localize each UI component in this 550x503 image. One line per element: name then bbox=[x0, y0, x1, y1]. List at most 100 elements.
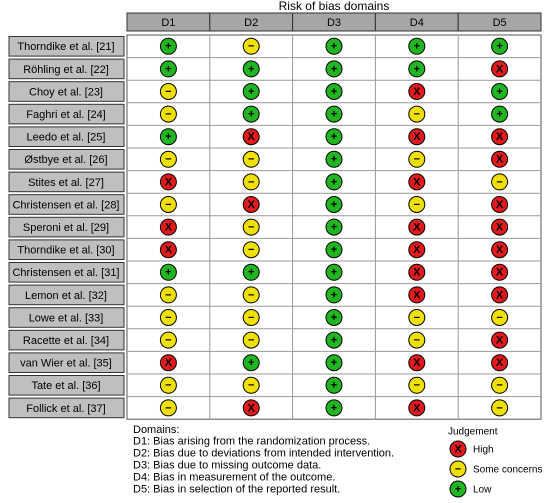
study-label: Follick et al. [37] bbox=[26, 403, 105, 415]
judgement-circle bbox=[449, 460, 467, 478]
judgement-symbol: X bbox=[496, 357, 504, 369]
judgement-symbol: X bbox=[496, 244, 504, 256]
judgement-symbol: − bbox=[455, 463, 461, 475]
judgement-symbol: X bbox=[496, 267, 504, 279]
judgement-symbol: X bbox=[496, 289, 504, 301]
judgement-symbol: + bbox=[331, 222, 337, 234]
legend-label: Some concerns bbox=[473, 465, 542, 476]
judgement-symbol: + bbox=[331, 335, 337, 347]
judgement-circle bbox=[408, 286, 426, 304]
judgement-symbol: X bbox=[496, 131, 504, 143]
judgement-symbol: − bbox=[165, 402, 171, 414]
judgement-symbol: X bbox=[248, 199, 256, 211]
judgement-symbol: X bbox=[248, 131, 256, 143]
study-label: Tate et al. [36] bbox=[31, 380, 100, 392]
column-header: D5 bbox=[493, 17, 507, 29]
judgement-circle bbox=[159, 173, 177, 191]
study-label-box bbox=[8, 194, 125, 215]
study-label-box bbox=[8, 103, 125, 125]
judgement-symbol: + bbox=[414, 41, 420, 53]
judgement-symbol: + bbox=[331, 41, 337, 53]
judgement-symbol: + bbox=[331, 402, 337, 414]
study-label: Thorndike et al. [21] bbox=[17, 41, 114, 53]
judgement-symbol: + bbox=[496, 86, 502, 98]
domain-description: D4: Bias in measurement of the outcome. bbox=[133, 471, 335, 483]
judgement-symbol: X bbox=[496, 154, 504, 166]
judgement-circle bbox=[325, 105, 343, 123]
judgement-symbol: X bbox=[496, 199, 504, 211]
judgement-symbol: X bbox=[413, 357, 421, 369]
judgement-symbol: − bbox=[248, 312, 254, 324]
judgement-symbol: + bbox=[331, 312, 337, 324]
judgement-symbol: + bbox=[496, 109, 502, 121]
domain-description: D1: Bias arising from the randomization … bbox=[133, 435, 370, 447]
judgement-circle bbox=[242, 83, 260, 100]
judgement-circle bbox=[325, 128, 343, 146]
study-label: Christensen et al. [31] bbox=[12, 267, 119, 279]
study-label: Christensen et al. [28] bbox=[12, 199, 119, 211]
judgement-circle bbox=[449, 480, 467, 498]
judgement-circle bbox=[159, 241, 177, 259]
study-label: Röhling et al. [22] bbox=[23, 64, 109, 76]
judgement-symbol: − bbox=[165, 312, 171, 324]
judgement-circle bbox=[242, 399, 260, 417]
study-label-box bbox=[8, 397, 125, 419]
judgement-circle bbox=[408, 105, 426, 123]
judgement-symbol: − bbox=[414, 380, 420, 392]
study-label: Stites et al. [27] bbox=[28, 177, 104, 189]
judgement-circle bbox=[491, 376, 509, 394]
study-label-box bbox=[8, 171, 125, 193]
study-label: Lemon et al. [32] bbox=[25, 290, 107, 302]
judgement-symbol: − bbox=[496, 176, 502, 188]
judgement-circle bbox=[491, 286, 509, 304]
study-label: Thorndike et al. [30] bbox=[17, 245, 114, 257]
judgement-circle bbox=[159, 218, 177, 236]
judgement-circle bbox=[491, 83, 509, 100]
study-label-box bbox=[8, 36, 125, 57]
judgement-circle bbox=[159, 60, 177, 78]
judgement-symbol: − bbox=[248, 380, 254, 392]
judgement-circle bbox=[159, 105, 177, 123]
judgement-symbol: + bbox=[331, 289, 337, 301]
judgement-symbol: X bbox=[413, 267, 421, 279]
judgement-circle bbox=[242, 105, 260, 123]
judgement-circle bbox=[325, 173, 343, 191]
judgement-circle bbox=[159, 331, 177, 349]
judgement-symbol: − bbox=[248, 335, 254, 347]
judgement-symbol: X bbox=[413, 131, 421, 143]
judgement-symbol: X bbox=[165, 222, 173, 234]
judgement-symbol: X bbox=[496, 63, 504, 75]
judgement-circle bbox=[325, 218, 343, 236]
judgement-symbol: + bbox=[248, 63, 254, 75]
judgement-circle bbox=[242, 218, 260, 236]
judgement-circle bbox=[325, 309, 343, 326]
judgement-symbol: − bbox=[165, 335, 171, 347]
judgement-circle bbox=[408, 399, 426, 417]
judgement-symbol: + bbox=[165, 63, 171, 75]
judgement-circle bbox=[408, 173, 426, 191]
judgement-circle bbox=[159, 263, 177, 281]
judgement-circle bbox=[242, 60, 260, 78]
domain-description: D5: Bias in selection of the reported re… bbox=[133, 483, 340, 495]
domain-description: D3: Bias due to missing outcome data. bbox=[133, 459, 321, 471]
judgement-circle bbox=[242, 376, 260, 394]
judgement-circle bbox=[325, 196, 343, 213]
judgement-symbol: − bbox=[414, 154, 420, 166]
judgement-circle bbox=[325, 60, 343, 78]
study-label-box bbox=[8, 284, 125, 306]
judgement-circle bbox=[408, 263, 426, 281]
judgement-symbol: − bbox=[165, 86, 171, 98]
judgement-circle bbox=[408, 83, 426, 100]
judgement-circle bbox=[408, 60, 426, 78]
judgement-symbol: + bbox=[331, 176, 337, 188]
judgement-symbol: − bbox=[248, 176, 254, 188]
study-label-box bbox=[8, 307, 125, 328]
judgement-symbol: X bbox=[165, 176, 173, 188]
judgement-circle bbox=[242, 196, 260, 213]
judgement-symbol: − bbox=[165, 109, 171, 121]
judgement-symbol: X bbox=[413, 402, 421, 414]
judgement-symbol: X bbox=[496, 335, 504, 347]
judgement-circle bbox=[325, 263, 343, 281]
judgement-circle bbox=[408, 309, 426, 326]
